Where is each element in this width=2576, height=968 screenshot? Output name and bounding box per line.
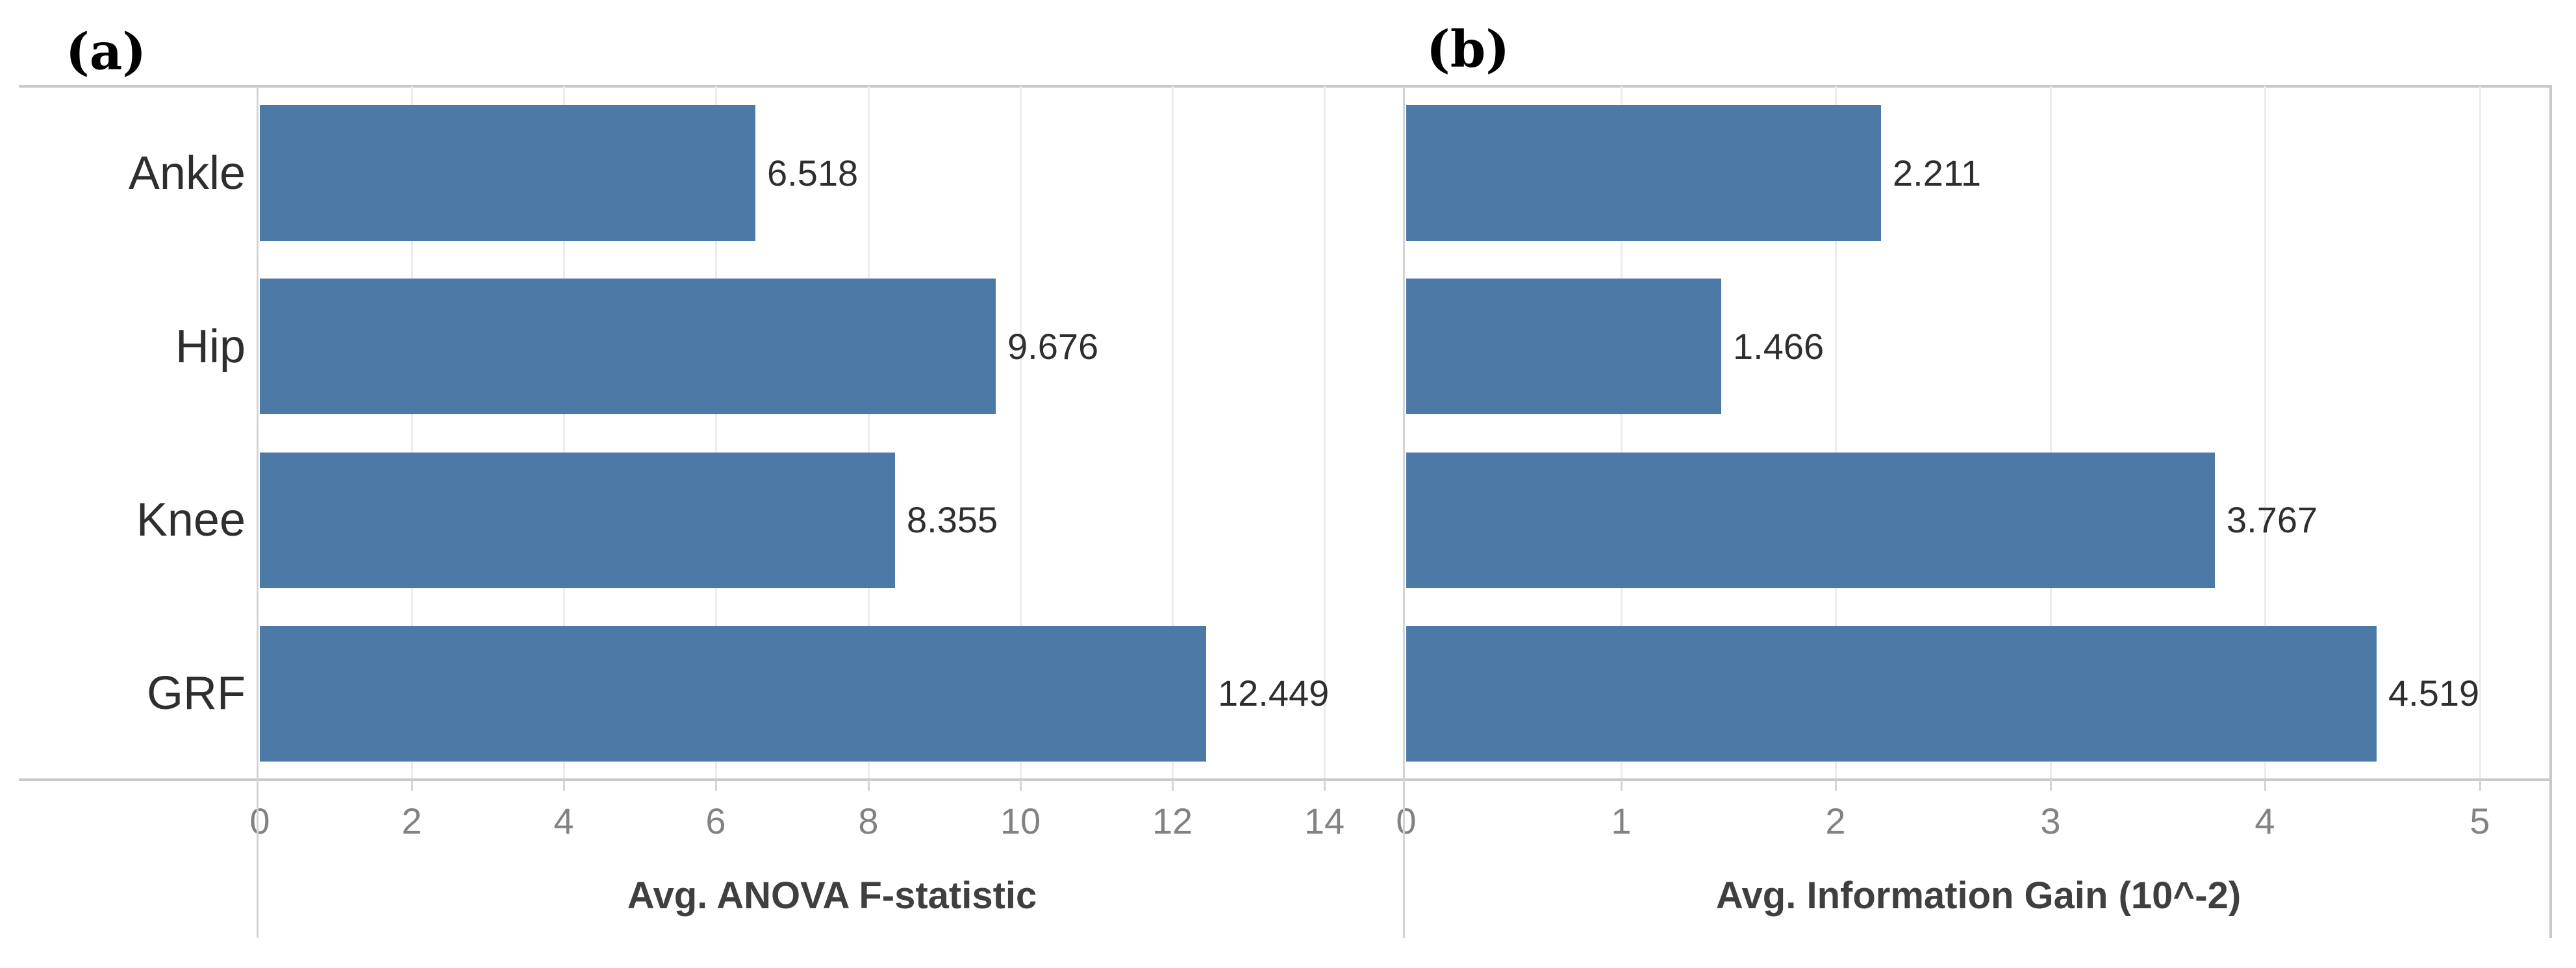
x-gridline (868, 86, 870, 778)
bar-value-label: 8.355 (907, 499, 998, 540)
x-tick-label: 0 (249, 800, 270, 841)
x-tick-label: 5 (2469, 800, 2490, 841)
bar-hip (1406, 279, 1721, 414)
x-tick-mark (1621, 780, 1623, 791)
x-gridline (1835, 86, 1837, 778)
x-tick-mark (2050, 780, 2052, 791)
x-tick-label: 14 (1304, 800, 1345, 841)
x-gridline (1172, 86, 1174, 778)
x-tick-mark (2264, 780, 2266, 791)
x-tick-mark (868, 780, 870, 791)
x-tick-label: 8 (858, 800, 879, 841)
bar-knee (260, 453, 895, 588)
bar-ankle (1406, 105, 1881, 241)
x-tick-label: 6 (705, 800, 726, 841)
bar-value-label: 3.767 (2227, 499, 2318, 540)
x-tick-mark (563, 780, 565, 791)
x-tick-label: 10 (1000, 800, 1041, 841)
bar-grf (260, 626, 1206, 762)
x-gridline (563, 86, 565, 778)
bar-knee (1406, 453, 2215, 588)
x-gridline (2479, 86, 2481, 778)
x-gridline (1020, 86, 1022, 778)
x-gridline (411, 86, 413, 778)
x-gridline (1324, 86, 1326, 778)
x-tick-label: 2 (1825, 800, 1846, 841)
bar-value-label: 6.518 (767, 153, 859, 193)
plot-bottom-axis-line (19, 778, 2552, 781)
panel-label-b: (b) (1426, 19, 1510, 79)
category-label-ankle: Ankle (128, 147, 246, 199)
bar-value-label: 2.211 (1893, 153, 1981, 193)
panel-label-a: (a) (65, 22, 147, 82)
bar-value-label: 12.449 (1218, 673, 1330, 714)
x-tick-label: 4 (553, 800, 574, 841)
x-tick-label: 12 (1152, 800, 1193, 841)
x-gridline (715, 86, 717, 778)
x-tick-mark (1172, 780, 1174, 791)
bar-value-label: 1.466 (1733, 326, 1825, 367)
bar-value-label: 4.519 (2388, 673, 2480, 714)
plot-right-border (2549, 85, 2552, 938)
x-tick-mark (1020, 780, 1022, 791)
x-axis-title-left: Avg. ANOVA F-statistic (627, 875, 1037, 917)
x-tick-mark (1835, 780, 1837, 791)
bar-grf (1406, 626, 2377, 762)
x-tick-label: 1 (1611, 800, 1632, 841)
bar-hip (260, 279, 996, 414)
x-tick-label: 2 (401, 800, 422, 841)
x-tick-label: 0 (1396, 800, 1417, 841)
x-tick-mark (1324, 780, 1326, 791)
plot-top-border (19, 85, 2552, 88)
x-gridline (2264, 86, 2266, 778)
category-label-knee: Knee (136, 494, 246, 546)
x-axis-title-right: Avg. Information Gain (10^-2) (1715, 875, 2241, 917)
x-tick-label: 3 (2040, 800, 2061, 841)
category-label-grf: GRF (147, 667, 246, 719)
y-axis-line (1403, 86, 1405, 938)
x-tick-mark (2479, 780, 2481, 791)
x-gridline (2050, 86, 2052, 778)
category-label-hip: Hip (175, 321, 246, 373)
bar-ankle (260, 105, 755, 241)
y-axis-line (257, 86, 259, 938)
bar-value-label: 9.676 (1007, 326, 1099, 367)
x-tick-mark (715, 780, 717, 791)
x-tick-mark (411, 780, 413, 791)
x-gridline (1621, 86, 1623, 778)
x-tick-label: 4 (2254, 800, 2275, 841)
